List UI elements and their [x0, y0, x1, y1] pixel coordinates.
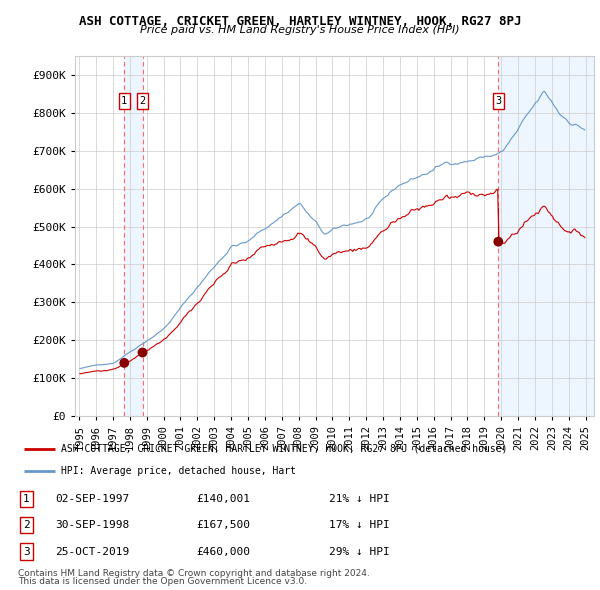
- Text: Price paid vs. HM Land Registry's House Price Index (HPI): Price paid vs. HM Land Registry's House …: [140, 25, 460, 35]
- Text: This data is licensed under the Open Government Licence v3.0.: This data is licensed under the Open Gov…: [18, 577, 307, 586]
- Text: 21% ↓ HPI: 21% ↓ HPI: [329, 494, 389, 504]
- Text: 1: 1: [23, 494, 30, 504]
- Text: 25-OCT-2019: 25-OCT-2019: [55, 546, 130, 556]
- Text: 1: 1: [121, 96, 127, 106]
- Text: ASH COTTAGE, CRICKET GREEN, HARTLEY WINTNEY, HOOK, RG27 8PJ: ASH COTTAGE, CRICKET GREEN, HARTLEY WINT…: [79, 15, 521, 28]
- Text: HPI: Average price, detached house, Hart: HPI: Average price, detached house, Hart: [61, 466, 296, 476]
- Text: 17% ↓ HPI: 17% ↓ HPI: [329, 520, 389, 530]
- Point: [494, 237, 503, 247]
- Text: ASH COTTAGE, CRICKET GREEN, HARTLEY WINTNEY, HOOK, RG27 8PJ (detached house): ASH COTTAGE, CRICKET GREEN, HARTLEY WINT…: [61, 444, 508, 454]
- Text: £167,500: £167,500: [196, 520, 250, 530]
- Text: 3: 3: [495, 96, 502, 106]
- Text: £140,001: £140,001: [196, 494, 250, 504]
- Bar: [124, 56, 143, 416]
- Text: 2: 2: [139, 96, 146, 106]
- Text: 29% ↓ HPI: 29% ↓ HPI: [329, 546, 389, 556]
- Bar: [499, 56, 594, 416]
- Text: 3: 3: [23, 546, 30, 556]
- Point: [119, 358, 129, 368]
- Point: [138, 348, 148, 357]
- Text: Contains HM Land Registry data © Crown copyright and database right 2024.: Contains HM Land Registry data © Crown c…: [18, 569, 370, 578]
- Text: £460,000: £460,000: [196, 546, 250, 556]
- Text: 02-SEP-1997: 02-SEP-1997: [55, 494, 130, 504]
- Text: 2: 2: [23, 520, 30, 530]
- Text: 30-SEP-1998: 30-SEP-1998: [55, 520, 130, 530]
